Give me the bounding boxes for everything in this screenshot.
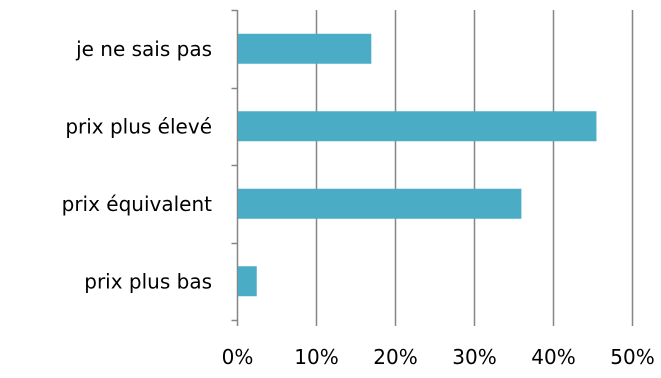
x-tick-label: 50% <box>610 345 654 369</box>
bar <box>238 111 597 142</box>
category-label: je ne sais pas <box>75 37 212 61</box>
x-tick-label: 0% <box>222 345 254 369</box>
x-axis-tick-labels: 0% 10% 20% 30% 40% 50% <box>222 345 655 369</box>
category-labels: je ne sais pas prix plus élevé prix équiva… <box>62 37 213 294</box>
bars <box>238 33 597 297</box>
category-label: prix plus bas <box>84 269 212 293</box>
bar <box>238 188 522 219</box>
bar <box>238 33 372 64</box>
bar <box>238 266 257 297</box>
x-tick-label: 20% <box>373 345 417 369</box>
x-tick-label: 30% <box>452 345 496 369</box>
x-tick-label: 10% <box>294 345 338 369</box>
category-axis <box>231 9 239 326</box>
x-tick-label: 40% <box>531 345 575 369</box>
gridlines <box>315 10 634 326</box>
category-label: prix plus élevé <box>65 114 212 138</box>
category-label: prix équivalent <box>62 192 213 216</box>
